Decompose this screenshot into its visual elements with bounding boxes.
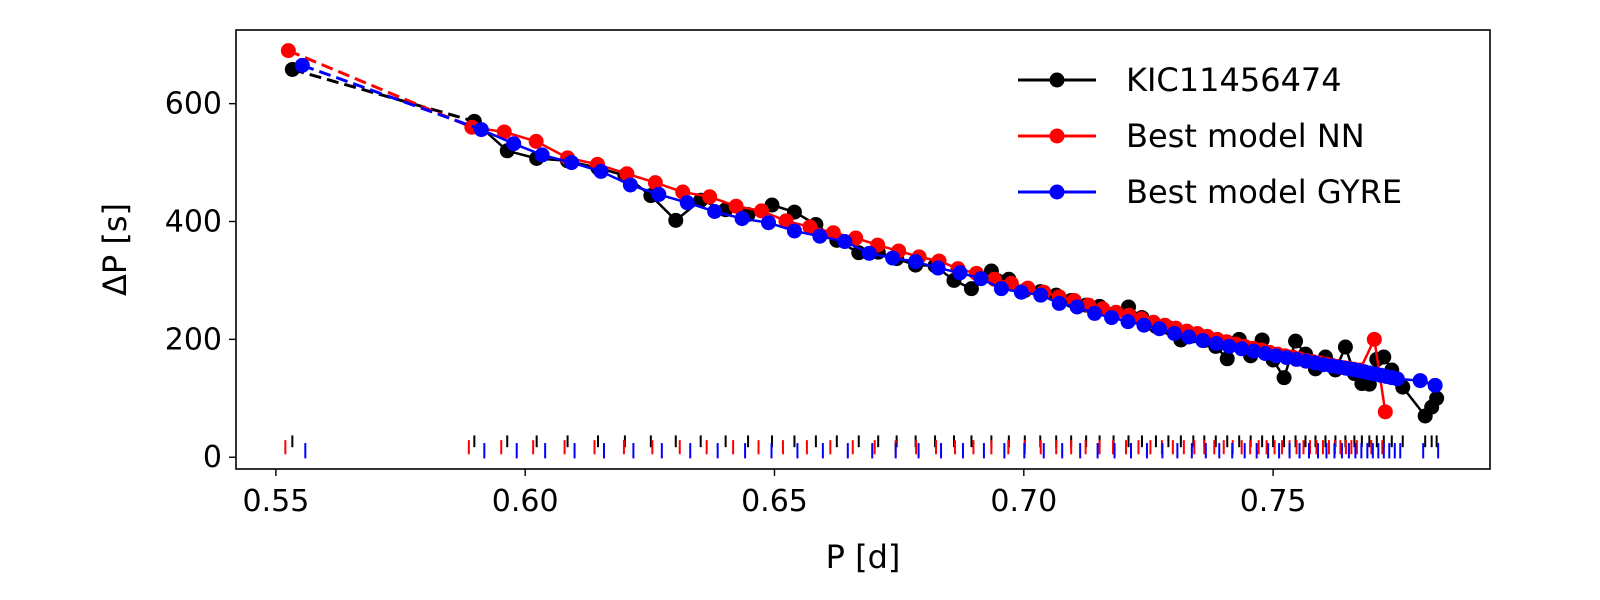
data-point-best-model-gyre [707, 203, 723, 219]
legend-label: KIC11456474 [1126, 61, 1342, 99]
data-point-best-model-gyre [973, 271, 989, 287]
data-point-best-model-nn [647, 175, 663, 191]
x-tick-label: 0.60 [492, 484, 559, 519]
data-point-kic11456474 [1376, 349, 1392, 365]
x-tick-label: 0.75 [1240, 484, 1307, 519]
series-dashed-segment [301, 63, 482, 131]
series-best-model-gyre [294, 57, 1443, 393]
data-point-best-model-gyre [1208, 335, 1224, 351]
series-dashed-segment [291, 68, 475, 123]
data-point-best-model-gyre [1166, 325, 1182, 341]
data-point-best-model-gyre [786, 223, 802, 239]
plot-frame [235, 29, 1491, 470]
data-point-best-model-nn [528, 133, 544, 149]
data-point-best-model-gyre [593, 163, 609, 179]
y-axis-ticks: 0 200 400 600 [165, 87, 236, 475]
legend-swatch-marker [1049, 72, 1065, 88]
data-point-best-model-gyre [1087, 305, 1103, 321]
data-point-best-model-gyre [1120, 314, 1136, 330]
data-point-kic11456474 [1429, 390, 1445, 406]
data-point-best-model-gyre [837, 234, 853, 250]
x-axis-ticks: 0.55 0.60 0.65 0.70 0.75 [242, 469, 1307, 519]
data-point-best-model-gyre [1181, 329, 1197, 345]
series-line [480, 128, 1421, 382]
data-point-best-model-gyre [930, 260, 946, 276]
x-tick-label: 0.55 [242, 484, 309, 519]
data-point-best-model-gyre [734, 211, 750, 227]
data-point-best-model-gyre [506, 136, 522, 152]
data-point-best-model-gyre [294, 57, 310, 73]
legend-item-kic11456474: KIC11456474 [1018, 61, 1342, 99]
data-point-best-model-nn [1377, 404, 1393, 420]
data-point-best-model-gyre [761, 215, 777, 231]
data-point-best-model-gyre [1195, 333, 1211, 349]
data-point-best-model-nn [496, 124, 512, 140]
data-point-best-model-nn [702, 189, 718, 205]
data-point-best-model-gyre [1013, 284, 1029, 300]
x-tick-label: 0.70 [990, 484, 1057, 519]
y-tick-label: 200 [165, 322, 222, 357]
data-point-kic11456474 [668, 212, 684, 228]
data-point-best-model-gyre [1136, 317, 1152, 333]
legend-label: Best model NN [1126, 117, 1365, 155]
data-point-best-model-gyre [1069, 299, 1085, 315]
data-point-best-model-nn [280, 43, 296, 59]
data-point-best-model-gyre [1104, 310, 1120, 326]
data-point-best-model-gyre [812, 228, 828, 244]
x-axis-label: P [d] [826, 538, 901, 576]
y-tick-label: 600 [165, 87, 222, 122]
data-point-best-model-gyre [679, 195, 695, 211]
data-point-best-model-gyre [952, 265, 968, 281]
data-point-best-model-gyre [1427, 377, 1443, 393]
data-point-best-model-gyre [1051, 295, 1067, 311]
data-point-best-model-gyre [622, 177, 638, 193]
legend-swatch-marker [1049, 184, 1065, 200]
data-point-kic11456474 [1288, 333, 1304, 349]
period-markers [284, 435, 1440, 459]
data-point-best-model-gyre [651, 186, 667, 202]
plot-series [280, 43, 1445, 424]
data-point-best-model-nn [825, 225, 841, 241]
data-point-best-model-nn [778, 213, 794, 229]
y-axis-label: ΔP [s] [96, 203, 134, 296]
data-point-best-model-nn [728, 198, 744, 214]
data-point-best-model-gyre [564, 155, 580, 171]
data-point-best-model-gyre [1033, 287, 1049, 303]
y-tick-label: 400 [165, 205, 222, 240]
data-point-best-model-gyre [1246, 343, 1262, 359]
data-point-best-model-gyre [1151, 321, 1167, 337]
data-point-best-model-gyre [473, 122, 489, 138]
legend-item-best-model-gyre: Best model GYRE [1018, 173, 1402, 211]
data-point-best-model-nn [1366, 331, 1382, 347]
data-point-best-model-gyre [1234, 341, 1250, 357]
data-point-best-model-gyre [993, 281, 1009, 297]
data-point-best-model-gyre [534, 147, 550, 163]
data-point-kic11456474 [1276, 370, 1292, 386]
data-point-best-model-nn [754, 203, 770, 219]
x-tick-label: 0.65 [741, 484, 808, 519]
data-point-best-model-nn [802, 219, 818, 235]
data-point-best-model-gyre [1389, 371, 1405, 387]
data-point-best-model-gyre [1221, 338, 1237, 354]
data-point-best-model-gyre [908, 254, 924, 270]
data-point-best-model-gyre [1412, 373, 1428, 389]
legend-swatch-marker [1049, 128, 1065, 144]
y-tick-label: 0 [203, 440, 222, 475]
legend-item-best-model-nn: Best model NN [1018, 117, 1365, 155]
data-point-kic11456474 [1219, 351, 1235, 367]
data-point-kic11456474 [1337, 339, 1353, 355]
legend-label: Best model GYRE [1126, 173, 1402, 211]
legend: KIC11456474 Best model NN Best model GYRE [1018, 61, 1402, 211]
data-point-best-model-gyre [885, 250, 901, 266]
data-point-best-model-gyre [861, 245, 877, 261]
data-point-kic11456474 [963, 281, 979, 297]
